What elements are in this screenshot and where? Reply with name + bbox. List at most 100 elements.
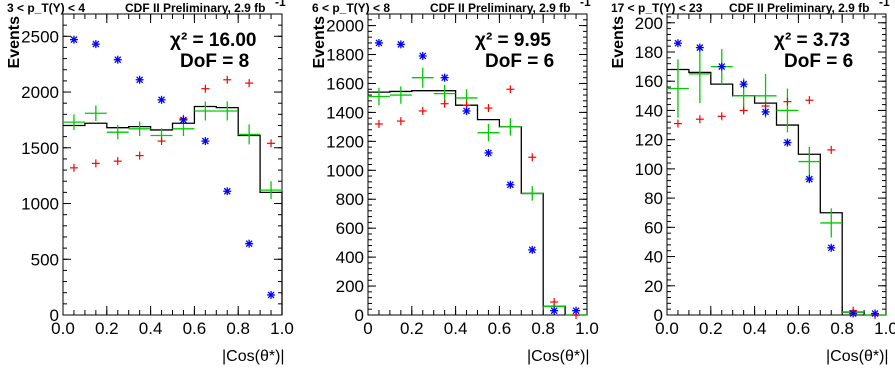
x-tick-label: 0 [363, 319, 372, 338]
y-tick-label: 400 [336, 248, 364, 267]
x-tick-label: 0.2 [95, 319, 119, 338]
stat-chi2: χ² = 16.00 [170, 30, 256, 51]
blue-point-d2 [827, 244, 835, 252]
y-tick-label: 500 [31, 250, 59, 269]
y-tick-label: 200 [635, 14, 663, 33]
y-tick-label: 160 [635, 72, 663, 91]
blue-point [673, 39, 682, 48]
y-tick-label: 0 [355, 306, 364, 325]
red-point [827, 145, 836, 154]
header-left: 3 < p_T(Υ) < 4 [7, 1, 85, 15]
red-point [805, 96, 814, 105]
x-tick-label: 0.0 [655, 319, 679, 338]
x-tick-label: 0.8 [531, 319, 555, 338]
y-tick-label: 0 [654, 306, 663, 325]
red-point [739, 106, 748, 115]
red-point [201, 84, 210, 93]
green-point [521, 186, 544, 201]
y-axis-label: Events [311, 16, 328, 69]
blue-point-d2 [158, 96, 166, 104]
blue-point-d2 [696, 44, 704, 52]
red-point [267, 139, 276, 148]
red-point [223, 75, 232, 84]
blue-point [695, 43, 704, 52]
y-tick-label: 2000 [21, 83, 59, 102]
blue-point [396, 40, 405, 49]
x-tick-label: 0.4 [444, 319, 468, 338]
blue-point [201, 137, 210, 146]
blue-point [245, 239, 254, 248]
blue-point-d2 [506, 181, 514, 189]
y-tick-label: 1500 [21, 139, 59, 158]
blue-point [761, 107, 770, 116]
green-point [260, 181, 282, 200]
histogram-step [667, 68, 886, 316]
red-point [91, 159, 100, 168]
blue-point-d2 [674, 39, 682, 47]
y-tick-label: 180 [635, 43, 663, 62]
red-point [418, 106, 427, 115]
blue-point [739, 80, 748, 89]
header-left: 6 < p_T(Υ) < 8 [312, 1, 390, 15]
blue-point [462, 106, 471, 115]
y-tick-label: 80 [644, 189, 663, 208]
blue-point-d2 [484, 149, 492, 157]
y-axis-label: Events [610, 16, 627, 69]
green-point [106, 124, 129, 140]
blue-point [69, 35, 78, 44]
green-point [368, 87, 390, 106]
blue-point [827, 243, 836, 252]
panel-2: 6 < p_T(Υ) < 8 CDF II Preliminary, 2.9 fb… [311, 0, 599, 365]
red-point [695, 115, 704, 124]
blue-point [440, 73, 449, 82]
blue-point [157, 95, 166, 104]
blue-point-d2 [70, 36, 78, 44]
x-axis-label: |Cos(θ*)| [222, 348, 285, 365]
blue-point [528, 245, 537, 254]
x-tick-label: 0.2 [400, 319, 424, 338]
green-point [411, 67, 434, 88]
green-point [84, 105, 107, 122]
red-point [374, 119, 383, 128]
header-right-sup: -1 [275, 0, 286, 9]
x-tick-label: 1.0 [575, 319, 599, 338]
blue-point [267, 290, 276, 299]
blue-point [871, 309, 880, 318]
x-tick-label: 0.6 [787, 319, 811, 338]
blue-point-d2 [375, 39, 383, 47]
y-tick-label: 1600 [326, 74, 364, 93]
blue-point [418, 51, 427, 60]
blue-point-d2 [397, 40, 405, 48]
blue-point-d2 [871, 310, 879, 317]
blue-point-d2 [849, 310, 857, 317]
y-tick-label: 800 [336, 190, 364, 209]
blue-point [113, 55, 122, 64]
blue-point-d2 [223, 187, 231, 195]
y-tick-label: 2500 [21, 27, 59, 46]
blue-point [91, 40, 100, 49]
blue-point-d2 [783, 139, 791, 147]
red-point [673, 119, 682, 128]
blue-point-d2 [267, 291, 275, 299]
green-point [216, 101, 239, 121]
x-tick-label: 1.0 [874, 319, 895, 338]
y-tick-label: 1800 [326, 46, 364, 65]
blue-point [805, 175, 814, 184]
header-right: CDF II Preliminary, 2.9 fb [125, 1, 265, 15]
green-point [820, 208, 843, 238]
blue-point-d2 [419, 52, 427, 60]
green-point [667, 59, 689, 118]
histogram-step [63, 105, 283, 315]
blue-point-d2 [441, 74, 449, 82]
x-tick-label: 0.2 [699, 319, 723, 338]
blue-point-d2 [136, 76, 144, 84]
x-tick-label: 0.6 [183, 319, 207, 338]
x-tick-label: 0.0 [51, 319, 75, 338]
blue-point-d2 [528, 246, 536, 254]
blue-point [135, 75, 144, 84]
y-tick-label: 600 [336, 219, 364, 238]
y-tick-label: 120 [635, 131, 663, 150]
blue-point-d2 [463, 107, 471, 115]
header-right-sup: -1 [879, 0, 890, 9]
red-point [783, 97, 792, 106]
